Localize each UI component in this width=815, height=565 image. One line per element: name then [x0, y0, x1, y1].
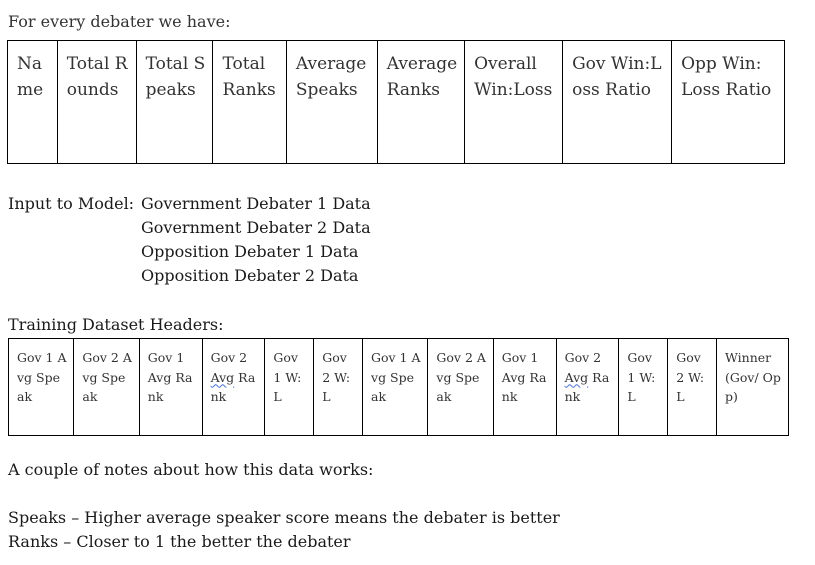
- header-cell: Gov 2 Avg Rank: [555, 338, 620, 436]
- header-cell: Average Ranks: [376, 40, 466, 164]
- header-cell: Opp Win: Loss Ratio: [671, 40, 785, 164]
- header-cell: Gov Win:Loss Ratio: [562, 40, 673, 164]
- header-cell: Gov 2 W:L: [667, 338, 718, 436]
- input-item: Opposition Debater 1 Data: [141, 242, 359, 261]
- input-item: Opposition Debater 2 Data: [141, 266, 359, 285]
- header-cell: Average Speaks: [285, 40, 378, 164]
- intro-text: For every debater we have:: [8, 12, 231, 31]
- training-headers-table: Gov 1 Avg Speak Gov 2 Avg Speak Gov 1 Av…: [7, 338, 789, 436]
- header-cell: Gov 1 Avg Speak: [362, 338, 429, 436]
- header-cell: Gov 1 W:L: [264, 338, 315, 436]
- header-cell: Winner (Gov/ Opp): [716, 338, 789, 436]
- training-label: Training Dataset Headers:: [8, 315, 224, 334]
- note-item: Speaks – Higher average speaker score me…: [8, 508, 560, 527]
- header-cell: Gov 2 W:L: [313, 338, 364, 436]
- notes-intro: A couple of notes about how this data wo…: [8, 460, 374, 479]
- header-cell: Gov 1 Avg Speak: [7, 338, 75, 436]
- note-item: Ranks – Closer to 1 the better the debat…: [8, 532, 351, 551]
- header-cell: Overall Win:Loss: [464, 40, 564, 164]
- spellcheck-mark: Avg: [564, 369, 589, 385]
- debater-stats-table: Name Total Rounds Total Speaks Total Ran…: [7, 40, 785, 164]
- input-item: Government Debater 1 Data: [141, 194, 371, 213]
- header-cell: Gov 1 W:L: [618, 338, 669, 436]
- header-cell: Gov 2 Avg Speak: [73, 338, 140, 436]
- table-row: Gov 1 Avg Speak Gov 2 Avg Speak Gov 1 Av…: [7, 338, 789, 436]
- header-cell: Total Ranks: [212, 40, 287, 164]
- header-cell: Total Speaks: [135, 40, 214, 164]
- header-cell: Name: [7, 40, 58, 164]
- input-label: Input to Model:: [8, 194, 135, 213]
- input-item: Government Debater 2 Data: [141, 218, 371, 237]
- header-cell: Gov 1 Avg Rank: [492, 338, 557, 436]
- header-cell: Gov 2 Avg Rank: [201, 338, 266, 436]
- spellcheck-mark: Avg: [210, 369, 235, 385]
- table-row: Name Total Rounds Total Speaks Total Ran…: [7, 40, 785, 164]
- header-cell: Gov 1 Avg Rank: [138, 338, 203, 436]
- header-cell: Total Rounds: [56, 40, 137, 164]
- header-cell: Gov 2 Avg Speak: [427, 338, 494, 436]
